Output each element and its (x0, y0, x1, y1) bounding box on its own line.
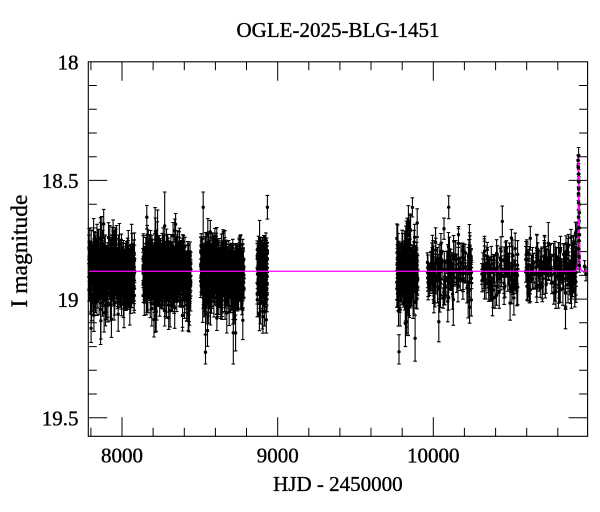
svg-text:HJD - 2450000: HJD - 2450000 (273, 472, 403, 496)
svg-text:10000: 10000 (407, 443, 460, 467)
svg-text:I magnitude: I magnitude (7, 195, 33, 308)
svg-text:9000: 9000 (257, 443, 299, 467)
svg-text:18: 18 (58, 51, 79, 75)
svg-text:19.5: 19.5 (42, 407, 79, 431)
svg-text:19: 19 (58, 288, 79, 312)
svg-text:OGLE-2025-BLG-1451: OGLE-2025-BLG-1451 (237, 18, 440, 42)
svg-text:8000: 8000 (101, 443, 143, 467)
svg-text:18.5: 18.5 (42, 169, 79, 193)
